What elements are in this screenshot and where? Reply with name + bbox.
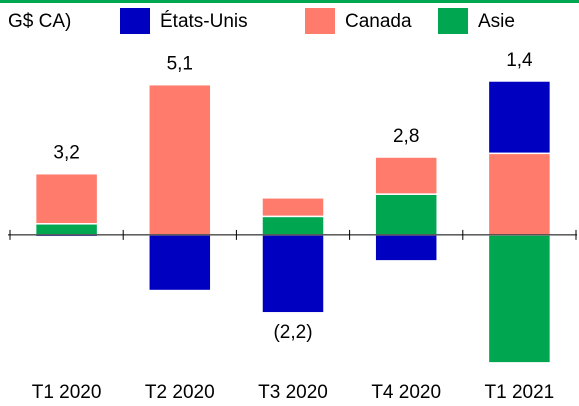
bar-segment [148, 234, 212, 292]
legend-swatch [305, 8, 335, 34]
bar-segment [148, 83, 212, 236]
legend-swatch [120, 8, 150, 34]
legend-label: États-Unis [160, 11, 248, 32]
bar-segment [374, 234, 438, 262]
bar-segment [487, 80, 552, 155]
chart-title: G$ CA) [8, 11, 71, 32]
x-tick-label: T1 2021 [485, 382, 555, 403]
total-label: 2,8 [393, 126, 419, 147]
total-label: 1,4 [506, 50, 533, 71]
total-label: 5,1 [167, 54, 193, 75]
top-rule [0, 0, 579, 3]
legend-label: Canada [345, 11, 412, 32]
bar-segment [374, 156, 438, 195]
x-tick-label: T1 2020 [32, 382, 102, 403]
legend-swatch [438, 8, 468, 34]
bar-segment [34, 223, 99, 236]
bar-segment [261, 215, 325, 236]
bar-segment [34, 172, 99, 225]
bar-segment [487, 234, 552, 364]
total-label: 3,2 [53, 143, 79, 164]
legend-label: Asie [478, 11, 515, 32]
bar-segment [261, 197, 325, 218]
bar-segment [261, 234, 325, 314]
x-tick-label: T2 2020 [145, 382, 215, 403]
bar-segment [487, 152, 552, 236]
total-label: (2,2) [273, 322, 312, 343]
bar-segment [374, 193, 438, 236]
x-tick-label: T4 2020 [371, 382, 441, 403]
x-tick-label: T3 2020 [258, 382, 328, 403]
